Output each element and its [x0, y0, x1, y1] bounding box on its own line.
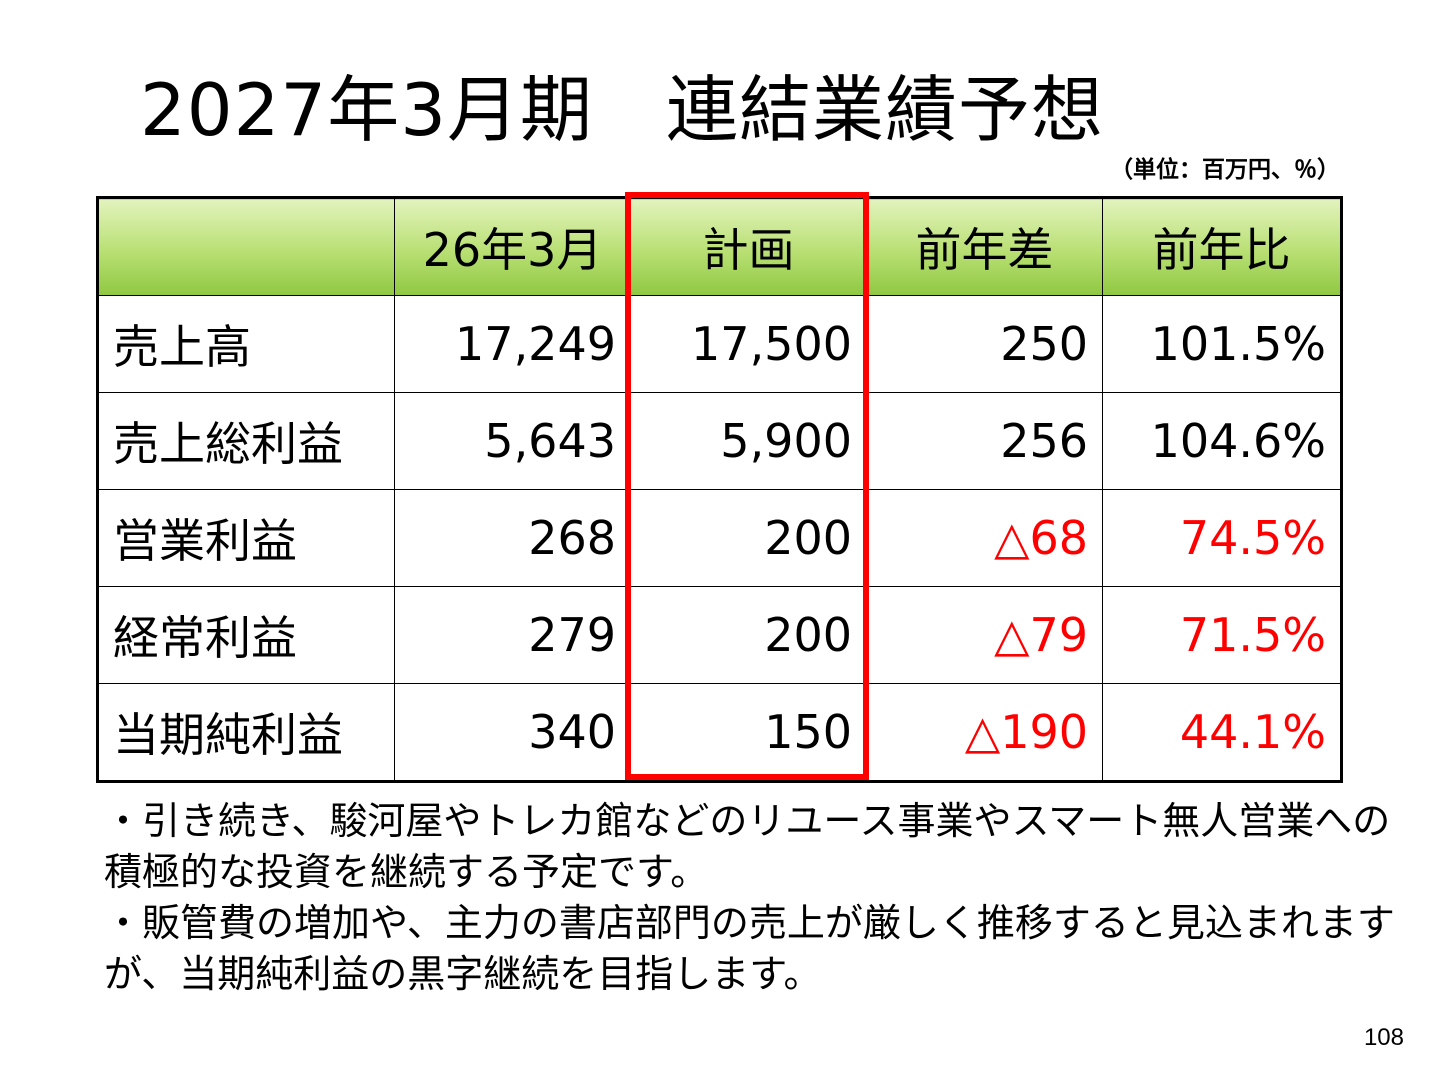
- table-header-row: 26年3月 計画 前年差 前年比: [97, 197, 1342, 296]
- header-plan: 計画: [630, 197, 867, 296]
- prev-value: 268: [394, 489, 631, 587]
- prev-value: 5,643: [394, 392, 631, 490]
- header-blank: [97, 197, 395, 296]
- row-label: 売上高: [97, 295, 395, 393]
- row-label: 経常利益: [97, 586, 395, 684]
- slide-title: 2027年3月期 連結業績予想: [140, 68, 1105, 152]
- row-label: 売上総利益: [97, 392, 395, 490]
- page-number: 108: [1363, 1024, 1404, 1051]
- table-row: 営業利益 268 200 △68 74.5%: [97, 489, 1342, 587]
- diff-value: △79: [866, 586, 1103, 684]
- table-row: 当期純利益 340 150 △190 44.1%: [97, 683, 1342, 782]
- ratio-value: 101.5%: [1102, 295, 1342, 393]
- diff-value: △68: [866, 489, 1103, 587]
- row-label: 営業利益: [97, 489, 395, 587]
- row-label: 当期純利益: [97, 683, 395, 782]
- header-ratio: 前年比: [1102, 197, 1342, 296]
- diff-value: 256: [866, 392, 1103, 490]
- ratio-value: 44.1%: [1102, 683, 1342, 782]
- table-row: 売上総利益 5,643 5,900 256 104.6%: [97, 392, 1342, 490]
- ratio-value: 71.5%: [1102, 586, 1342, 684]
- diff-value: △190: [866, 683, 1103, 782]
- plan-value: 17,500: [630, 295, 867, 393]
- note-item: ・販管費の増加や、主力の書店部門の売上が厳しく推移すると見込まれますが、当期純利…: [104, 901, 1395, 996]
- table-row: 売上高 17,249 17,500 250 101.5%: [97, 295, 1342, 393]
- notes: ・引き続き、駿河屋やトレカ館などのリユース事業やスマート無人営業への積極的な投資…: [104, 796, 1404, 1000]
- table-row: 経常利益 279 200 △79 71.5%: [97, 586, 1342, 684]
- plan-value: 200: [630, 586, 867, 684]
- plan-value: 5,900: [630, 392, 867, 490]
- diff-value: 250: [866, 295, 1103, 393]
- ratio-value: 74.5%: [1102, 489, 1342, 587]
- prev-value: 340: [394, 683, 631, 782]
- note-item: ・引き続き、駿河屋やトレカ館などのリユース事業やスマート無人営業への積極的な投資…: [104, 799, 1391, 894]
- forecast-table: 26年3月 計画 前年差 前年比 売上高 17,249 17,500 250 1…: [96, 196, 1343, 783]
- plan-value: 200: [630, 489, 867, 587]
- prev-value: 279: [394, 586, 631, 684]
- plan-value: 150: [630, 683, 867, 782]
- ratio-value: 104.6%: [1102, 392, 1342, 490]
- unit-note: （単位：百万円、％）: [1110, 157, 1340, 183]
- prev-value: 17,249: [394, 295, 631, 393]
- header-prev-year: 26年3月: [394, 197, 631, 296]
- header-diff: 前年差: [866, 197, 1103, 296]
